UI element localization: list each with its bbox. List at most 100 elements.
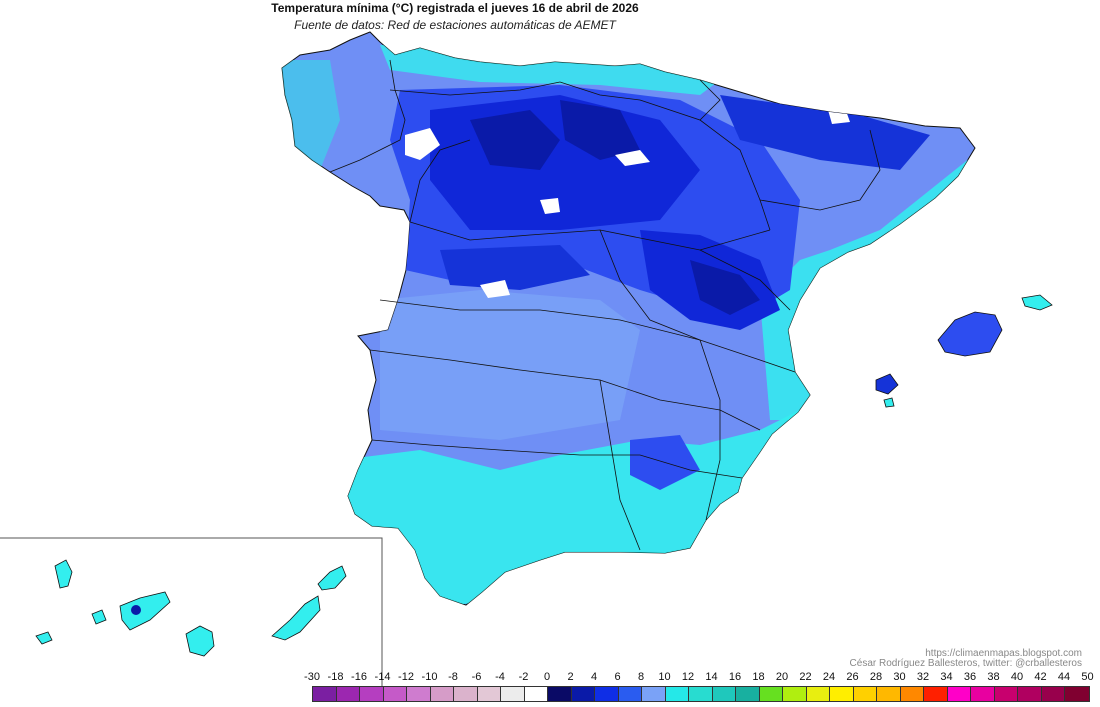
legend-swatch — [454, 687, 478, 701]
legend-label: -10 — [421, 671, 438, 683]
legend-swatch — [900, 687, 924, 701]
zone-frost-galicia — [405, 128, 440, 160]
legend-label: -6 — [471, 671, 482, 683]
legend-swatch — [971, 687, 995, 701]
island-el-hierro — [35, 631, 53, 645]
legend-swatch — [994, 687, 1018, 701]
inset-frame — [0, 537, 383, 700]
zone-pyrenees-cold — [720, 95, 930, 170]
island-gran-canaria — [185, 625, 215, 657]
island-formentera — [883, 397, 895, 408]
island-tenerife — [119, 591, 171, 631]
map-title: Temperatura mínima (°C) registrada el ju… — [271, 1, 639, 15]
zone-coldest-3 — [690, 260, 760, 315]
legend-swatch — [759, 687, 783, 701]
legend-swatch — [924, 687, 948, 701]
credit-url: https://climaenmapas.blogspot.com — [925, 648, 1082, 659]
region-borders — [329, 59, 881, 551]
legend-label: 4 — [590, 671, 598, 683]
legend-swatch — [1065, 687, 1089, 701]
legend-swatch — [313, 687, 337, 701]
island-ibiza — [875, 373, 899, 395]
legend-label: -18 — [327, 671, 344, 683]
legend-label: 26 — [846, 671, 859, 683]
legend-swatch — [1018, 687, 1042, 701]
legend-swatch — [430, 687, 454, 701]
legend-swatch — [877, 687, 901, 701]
zone-frost-ebro — [615, 150, 650, 166]
legend-label: 32 — [916, 671, 930, 683]
legend-swatch — [360, 687, 384, 701]
legend-label: 34 — [940, 671, 953, 683]
map-subtitle: Fuente de datos: Red de estaciones autom… — [294, 18, 616, 32]
legend-label: -16 — [351, 671, 367, 683]
legend-label: 30 — [893, 671, 906, 683]
legend-label: 40 — [1010, 671, 1024, 683]
legend-swatch — [501, 687, 525, 701]
legend-swatch — [642, 687, 666, 701]
zone-coldest-2 — [560, 100, 640, 160]
zone-central-mild — [380, 290, 640, 440]
legend-label: 22 — [799, 671, 812, 683]
legend-label: 20 — [775, 671, 789, 683]
legend-label: 14 — [705, 671, 718, 683]
legend-label: 44 — [1057, 671, 1071, 683]
legend-label: -8 — [448, 671, 458, 683]
legend-label: 18 — [752, 671, 765, 683]
legend-label: 36 — [963, 671, 977, 683]
legend-swatch — [336, 687, 360, 701]
island-la-palma — [54, 559, 73, 589]
legend-swatch — [1041, 687, 1065, 701]
canary-islands-inset — [0, 537, 383, 700]
legend-label: 10 — [658, 671, 671, 683]
legend-labels: -30 -18 -16 -14 -12 -10 -8 -6 -4 -2 0 2 4 6 8 10 12 14 16 1… — [300, 671, 1094, 685]
island-menorca — [1021, 294, 1053, 311]
legend-label: 12 — [681, 671, 695, 683]
zone-sistema-central-cold — [440, 245, 590, 290]
legend-swatch — [665, 687, 689, 701]
legend-swatch — [806, 687, 830, 701]
legend-swatch — [548, 687, 572, 701]
legend-label: 2 — [567, 671, 574, 683]
legend-swatch — [783, 687, 807, 701]
credit-author: César Rodríguez Ballesteros, twitter: @c… — [849, 658, 1082, 669]
legend-swatch — [712, 687, 736, 701]
legend-label: -2 — [518, 671, 529, 683]
legend-label: -12 — [398, 671, 414, 683]
legend-swatch — [947, 687, 971, 701]
legend-swatch — [689, 687, 713, 701]
legend-swatch — [524, 687, 548, 701]
legend-label: -4 — [495, 671, 505, 683]
legend-label: -30 — [304, 671, 320, 683]
legend-swatch — [736, 687, 760, 701]
legend-label: 28 — [869, 671, 883, 683]
zone-frost-gredos — [480, 280, 510, 298]
legend-swatch — [571, 687, 595, 701]
island-fuerteventura — [271, 595, 321, 641]
island-mallorca — [937, 311, 1003, 357]
peninsula — [281, 31, 976, 606]
legend-label: 16 — [728, 671, 742, 683]
legend-label: -14 — [374, 671, 391, 683]
balearic-islands — [875, 294, 1053, 408]
legend-label: 24 — [822, 671, 836, 683]
legend-swatch — [383, 687, 407, 701]
island-lanzarote — [317, 565, 347, 591]
teide-cold-spot — [131, 605, 141, 615]
legend-swatch — [477, 687, 501, 701]
legend-label: 50 — [1081, 671, 1094, 683]
island-la-gomera — [91, 609, 107, 625]
legend-color-bar — [312, 686, 1090, 702]
legend-swatch — [618, 687, 642, 701]
legend-swatch — [853, 687, 877, 701]
legend-label: 6 — [614, 671, 621, 683]
legend-label: 0 — [543, 671, 551, 683]
legend-swatch — [830, 687, 854, 701]
legend-swatch — [407, 687, 431, 701]
legend-label: 42 — [1034, 671, 1047, 683]
zone-coldest-1 — [470, 110, 560, 170]
legend-swatch — [595, 687, 619, 701]
legend-label: 8 — [637, 671, 645, 683]
legend-label: 38 — [987, 671, 1000, 683]
